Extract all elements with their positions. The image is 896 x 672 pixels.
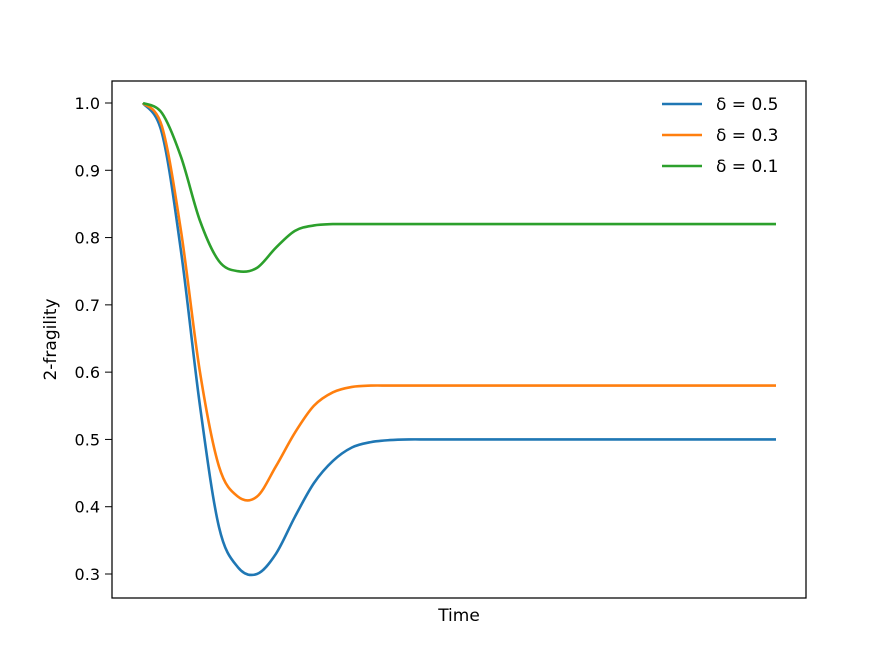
legend-label: δ = 0.1 bbox=[716, 157, 779, 177]
y-axis-label: 2-fragility bbox=[41, 298, 61, 380]
y-tick-label: 0.7 bbox=[75, 296, 100, 315]
series-line-2 bbox=[142, 101, 776, 274]
legend-label: δ = 0.5 bbox=[716, 95, 779, 115]
legend-label: δ = 0.3 bbox=[716, 126, 779, 146]
plot-lines bbox=[141, 101, 776, 577]
y-tick-label: 0.9 bbox=[75, 161, 100, 180]
y-tick-label: 0.3 bbox=[75, 565, 100, 584]
x-axis-label: Time bbox=[437, 606, 480, 626]
y-tick-label: 0.8 bbox=[75, 229, 100, 248]
y-tick-label: 0.4 bbox=[75, 498, 100, 517]
plot-frame bbox=[111, 80, 807, 599]
y-axis-ticks: 0.3 0.4 0.5 0.6 0.7 0.8 0.9 1.0 bbox=[75, 94, 112, 584]
legend: δ = 0.5 δ = 0.3 δ = 0.1 bbox=[662, 95, 779, 177]
series-line-0 bbox=[141, 102, 776, 577]
y-tick-label: 1.0 bbox=[75, 94, 100, 113]
y-tick-label: 0.5 bbox=[75, 430, 100, 449]
y-tick-label: 0.6 bbox=[75, 363, 100, 382]
series-line-1 bbox=[141, 102, 776, 502]
